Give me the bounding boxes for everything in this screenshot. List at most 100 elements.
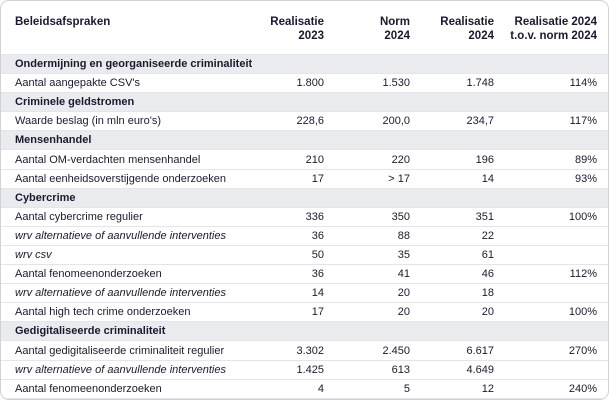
- cell-value: 36: [311, 268, 324, 281]
- cell-value: 22: [481, 229, 494, 242]
- cell-value: 88: [397, 229, 410, 242]
- cell-value: 613: [391, 363, 410, 376]
- cell-value: 41: [397, 268, 410, 281]
- cell-value: 17: [311, 172, 324, 185]
- cell-value: 50: [311, 249, 324, 261]
- cell-value: 196: [475, 153, 494, 166]
- cell-value: 17: [311, 306, 324, 319]
- cell-value: 1.748: [466, 77, 494, 90]
- cell-value: 46: [481, 268, 494, 281]
- section-title: Cybercrime: [15, 191, 76, 204]
- cell-value: 350: [391, 210, 410, 223]
- row-label: wrv csv: [15, 249, 52, 261]
- header-line: Beleidsafspraken: [15, 16, 111, 28]
- table-row: Aantal eenheidsoverstijgende onderzoeken…: [1, 170, 608, 189]
- table-row: Aantal fenomeenonderzoeken 36 41 46 112%: [1, 265, 608, 285]
- table-row: Aantal cybercrime regulier 336 350 351 100%: [1, 208, 608, 227]
- section-row: Gedigitaliseerde criminaliteit: [1, 322, 608, 342]
- cell-value: 210: [305, 153, 324, 166]
- row-label: wrv alternatieve of aanvullende interven…: [15, 363, 226, 376]
- cell-value: 336: [305, 210, 324, 223]
- table-row: wrv alternatieve of aanvullende interven…: [1, 284, 608, 304]
- cell-value: 61: [481, 249, 494, 261]
- header-line: Realisatie: [270, 16, 324, 28]
- table-row: Aantal OM-verdachten mensenhandel 210 220 1…: [1, 151, 608, 170]
- cell-value: 2.450: [382, 344, 410, 357]
- section-title: Ondermijning en georganiseerde criminali…: [15, 58, 253, 70]
- cell-value: 20: [397, 306, 410, 319]
- cell-value: 200,0: [382, 115, 410, 128]
- cell-value: 3.302: [296, 344, 324, 357]
- cell-value: 100%: [568, 306, 597, 319]
- table-row: wrv csv 50 35 61: [1, 246, 608, 266]
- table-row: wrv alternatieve of aanvullende interven…: [1, 227, 608, 246]
- section-title: Gedigitaliseerde criminaliteit: [15, 325, 166, 338]
- column-header: Norm 2024: [380, 15, 410, 43]
- row-label: Aantal gedigitaliseerde criminaliteit re…: [15, 344, 225, 357]
- cell-value: 117%: [569, 115, 597, 128]
- cell-value: 1.530: [382, 77, 410, 90]
- section-title: Mensenhandel: [15, 134, 92, 147]
- cell-value: 270%: [568, 344, 597, 357]
- row-label: Aantal high tech crime onderzoeken: [15, 306, 191, 319]
- cell-value: 14: [481, 172, 494, 185]
- cell-value: 20: [397, 287, 410, 300]
- cell-value: 36: [311, 229, 324, 242]
- header-line: Norm: [379, 16, 410, 28]
- row-label: wrv alternatieve of aanvullende interven…: [15, 229, 226, 242]
- header-line: 2024: [468, 30, 494, 42]
- section-row: Cybercrime: [1, 188, 608, 208]
- cell-value: 112%: [569, 268, 597, 281]
- cell-value: 351: [475, 210, 494, 223]
- cell-value: 240%: [568, 382, 597, 395]
- cell-value: 12: [481, 382, 494, 395]
- section-title: Criminele geldstromen: [15, 96, 135, 109]
- cell-value: 100%: [568, 210, 597, 223]
- cell-value: 234,7: [466, 115, 494, 128]
- column-header: Realisatie 2024 t.o.v. norm 2024: [510, 15, 597, 43]
- section-row: Ondermijning en georganiseerde criminali…: [1, 55, 608, 75]
- row-label: Aantal fenomeenonderzoeken: [15, 268, 162, 281]
- row-label: Aantal cybercrime regulier: [15, 210, 143, 223]
- column-header: Realisatie 2024: [440, 15, 494, 43]
- cell-value: 89%: [574, 153, 597, 166]
- row-label: Aantal OM-verdachten mensenhandel: [15, 153, 201, 166]
- header-divider: [1, 54, 608, 55]
- cell-value: 228,6: [296, 115, 324, 128]
- table-row: Aantal high tech crime onderzoeken 17 20 20…: [1, 303, 608, 323]
- cell-value: 20: [481, 306, 494, 319]
- section-row: Criminele geldstromen: [1, 93, 608, 113]
- header-line: Realisatie 2024: [514, 16, 597, 28]
- row-label: wrv alternatieve of aanvullende interven…: [15, 287, 226, 300]
- cell-value: 4.649: [466, 363, 494, 376]
- table-row: wrv alternatieve of aanvullende interven…: [1, 361, 608, 380]
- table-row: Aantal gedigitaliseerde criminaliteit re…: [1, 342, 608, 361]
- row-label: Aantal fenomeenonderzoeken: [15, 382, 162, 395]
- column-header: Beleidsafspraken: [15, 15, 110, 29]
- column-header: Realisatie 2023: [270, 15, 324, 43]
- header-line: 2024: [384, 30, 410, 42]
- cell-value: 93%: [574, 172, 597, 185]
- cell-value: 18: [481, 287, 494, 300]
- table-row: Waarde beslag (in mln euro's) 228,6 200,0 2…: [1, 112, 608, 132]
- cell-value: 220: [391, 153, 410, 166]
- row-label: Aantal eenheidsoverstijgende onderzoeken: [15, 172, 226, 185]
- row-label: Aantal aangepakte CSV's: [15, 77, 141, 90]
- cell-value: 1.425: [296, 363, 324, 376]
- cell-value: 4: [317, 382, 324, 395]
- cell-value: 6.617: [466, 344, 494, 357]
- cell-value: > 17: [388, 172, 410, 185]
- header-line: t.o.v. norm 2024: [510, 30, 597, 42]
- section-row: Mensenhandel: [1, 131, 608, 151]
- cell-value: 1.800: [296, 77, 324, 90]
- cell-value: 14: [311, 287, 324, 300]
- cell-value: 114%: [569, 77, 597, 90]
- cell-value: 5: [403, 382, 410, 395]
- cell-value: 35: [397, 249, 410, 261]
- header-line: 2023: [298, 30, 324, 42]
- row-label: Waarde beslag (in mln euro's): [15, 115, 161, 128]
- table-row: Aantal aangepakte CSV's 1.800 1.530 1.748 11…: [1, 74, 608, 94]
- table-row: Aantal fenomeenonderzoeken 4 5 12 240%: [1, 380, 608, 399]
- header-line: Realisatie: [440, 16, 494, 28]
